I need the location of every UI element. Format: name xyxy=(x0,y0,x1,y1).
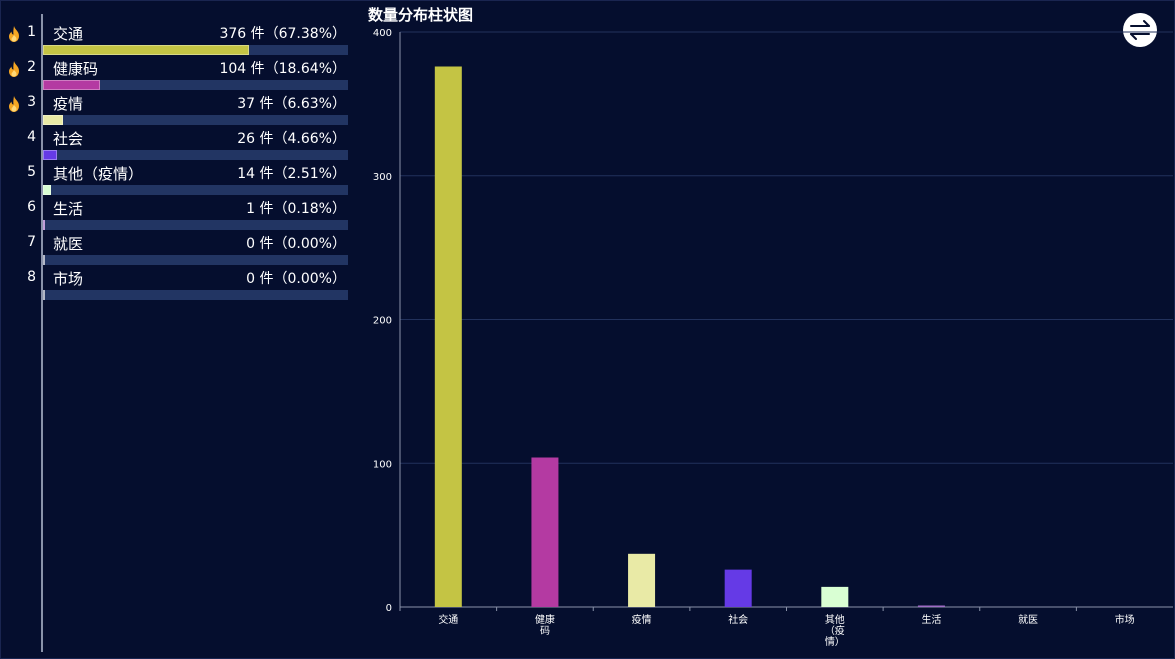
ranking-bar-fill xyxy=(43,185,51,195)
ranking-row: 1 交通 376 件（67.38%） xyxy=(0,20,360,55)
ranking-row: 3 疫情 37 件（6.63%） xyxy=(0,90,360,125)
ranking-divider xyxy=(41,14,43,652)
ranking-bar-fill xyxy=(43,290,45,300)
bar xyxy=(724,569,752,607)
bar xyxy=(531,457,559,607)
ranking-name: 市场 xyxy=(53,270,84,288)
ranking-name: 交通 xyxy=(53,25,84,43)
ranking-bar-fill xyxy=(43,115,64,125)
ranking-name: 生活 xyxy=(53,200,84,218)
ranking-bar-track xyxy=(43,185,348,195)
x-tick-label: 其他 xyxy=(825,613,845,626)
ranking-row: 8 市场 0 件（0.00%） xyxy=(0,265,360,300)
ranking-value: 0 件（0.00%） xyxy=(246,236,346,252)
ranking-value: 14 件（2.51%） xyxy=(237,166,346,182)
x-tick-label: （疫 xyxy=(825,624,845,637)
chart-title: 数量分布柱状图 xyxy=(368,6,474,24)
ranking-bar-track xyxy=(43,290,348,300)
ranking-name: 就医 xyxy=(53,235,84,253)
ranking-number: 5 xyxy=(27,164,36,180)
ranking-bar-track xyxy=(43,220,348,230)
ranking-value: 26 件（4.66%） xyxy=(237,131,346,147)
ranking-row: 2 健康码 104 件（18.64%） xyxy=(0,55,360,90)
ranking-bar-fill xyxy=(43,150,58,160)
ranking-value: 104 件（18.64%） xyxy=(219,61,346,77)
flame-icon xyxy=(9,26,19,42)
ranking-value: 376 件（67.38%） xyxy=(219,26,346,42)
ranking-value: 1 件（0.18%） xyxy=(246,201,346,217)
x-tick-label: 健康 xyxy=(535,613,555,626)
y-tick-label: 0 xyxy=(386,603,392,614)
y-tick-label: 100 xyxy=(373,459,392,470)
x-tick-label: 生活 xyxy=(921,613,941,626)
bar xyxy=(917,605,945,607)
ranking-number: 4 xyxy=(27,129,36,145)
x-tick-label: 就医 xyxy=(1018,613,1038,626)
ranking-number: 1 xyxy=(27,24,36,40)
ranking-bar-track xyxy=(43,80,348,90)
ranking-row: 6 生活 1 件（0.18%） xyxy=(0,195,360,230)
bar-chart: 0 100 200 300 400 交通 健康码 疫情 社会 其他（疫情） 生活 就医 市场 xyxy=(373,28,1173,648)
x-tick-label: 疫情 xyxy=(632,613,652,626)
x-tick-label: 情） xyxy=(825,635,845,648)
ranking-bar-fill xyxy=(43,255,45,265)
ranking-row: 4 社会 26 件（4.66%） xyxy=(0,125,360,160)
ranking-bar-track xyxy=(43,255,348,265)
ranking-name: 社会 xyxy=(53,130,84,148)
ranking-bar-track xyxy=(43,45,348,55)
swap-arrows-icon xyxy=(1130,20,1150,40)
ranking-number: 6 xyxy=(27,199,36,215)
x-tick-label: 码 xyxy=(540,625,550,637)
ranking-number: 2 xyxy=(27,59,36,75)
ranking-bar-fill xyxy=(43,45,249,55)
ranking-name: 疫情 xyxy=(53,95,84,113)
bar xyxy=(434,66,462,607)
ranking-bar-track xyxy=(43,115,348,125)
x-tick-label: 市场 xyxy=(1115,613,1135,626)
ranking-name: 其他（疫情） xyxy=(53,165,144,183)
ranking-number: 8 xyxy=(27,269,36,285)
ranking-value: 37 件（6.63%） xyxy=(237,96,346,112)
x-tick-label: 社会 xyxy=(728,613,748,626)
ranking-bar-fill xyxy=(43,220,45,230)
ranking-row: 7 就医 0 件（0.00%） xyxy=(0,230,360,265)
ranking-number: 7 xyxy=(27,234,36,250)
bar xyxy=(821,586,849,607)
ranking-row: 5 其他（疫情） 14 件（2.51%） xyxy=(0,160,360,195)
switch-chart-button[interactable] xyxy=(1123,13,1157,47)
ranking-bar-fill xyxy=(43,80,100,90)
y-tick-label: 400 xyxy=(373,28,392,39)
ranking-number: 3 xyxy=(27,94,36,110)
ranking-panel: 1 交通 376 件（67.38%） 2 健康码 104 件（18.64%） 3 疫情 37 件… xyxy=(0,0,360,659)
flame-icon xyxy=(9,61,19,77)
y-tick-label: 200 xyxy=(373,316,392,327)
flame-icon xyxy=(9,96,19,112)
bar xyxy=(628,553,656,607)
x-tick-label: 交通 xyxy=(438,613,458,626)
ranking-name: 健康码 xyxy=(53,60,99,78)
ranking-bar-track xyxy=(43,150,348,160)
ranking-value: 0 件（0.00%） xyxy=(246,271,346,287)
y-tick-label: 300 xyxy=(373,172,392,183)
